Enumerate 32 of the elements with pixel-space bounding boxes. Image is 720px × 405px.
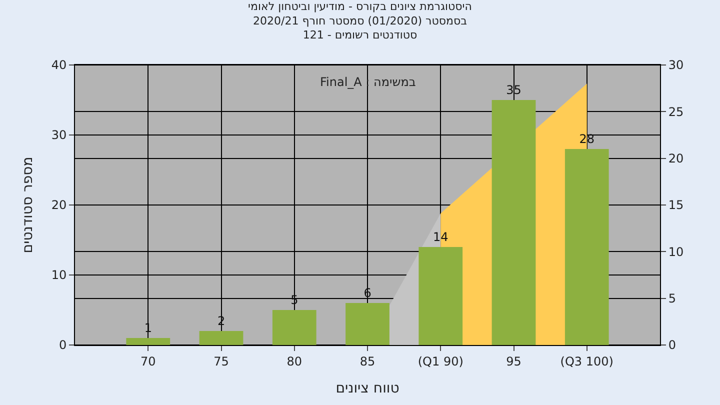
data-label: 28	[579, 132, 595, 146]
x-tick-label: (Q1 90)	[418, 354, 464, 368]
x-tick-label: 80	[286, 354, 302, 368]
y2-tick-label: 30	[668, 58, 684, 72]
x-tick-label: 70	[140, 354, 156, 368]
y-tick-label: 40	[51, 58, 67, 72]
bar	[346, 303, 390, 345]
x-axis-title: טווח ציונים	[336, 380, 400, 397]
y2-tick-label: 10	[668, 244, 684, 259]
y2-tick-label: 25	[668, 104, 684, 119]
bar	[199, 331, 244, 345]
y2-tick-label: 20	[668, 152, 684, 166]
x-tick-label: 85	[360, 354, 376, 368]
y-tick-label: 10	[51, 268, 67, 282]
bar	[126, 338, 170, 345]
y-axis-title: מספר סטודנטים	[20, 156, 36, 254]
x-tick-label: 95	[506, 354, 522, 368]
x-tick-label: (Q3 100)	[560, 354, 614, 368]
x-tick-label: 75	[214, 354, 229, 368]
y2-tick-label: 5	[668, 292, 676, 306]
y-tick-label: 30	[51, 128, 67, 142]
y2-tick-label: 15	[668, 198, 684, 212]
chart-subtitle: בסמסטר (01/2020) סמסטר חורף 2020/21 סטודנטים רשומים - 121	[253, 14, 467, 42]
y2-tick-label: 0	[668, 338, 676, 352]
bar	[564, 149, 609, 345]
y-tick-label: 20	[51, 198, 67, 212]
chart-title: היסטוגרמת ציונים בקורס - מודיעין וביטחון לאומי	[248, 0, 472, 14]
y-tick-label: 0	[58, 338, 67, 352]
bar	[492, 100, 536, 345]
bar	[272, 310, 316, 345]
annotation: Final_A : במשימה	[320, 75, 416, 89]
data-label: 14	[432, 230, 448, 244]
